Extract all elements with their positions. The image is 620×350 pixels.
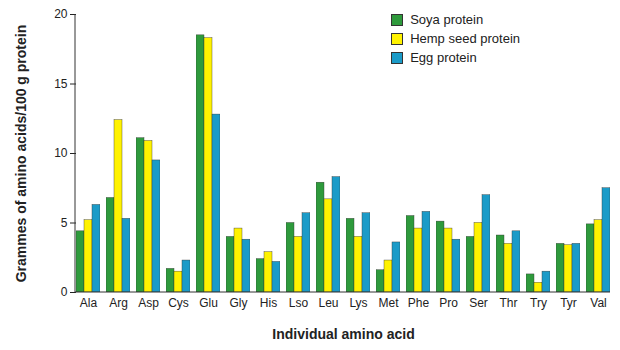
svg-text:Thr: Thr — [500, 296, 518, 310]
svg-text:Try: Try — [530, 296, 547, 310]
svg-text:Glu: Glu — [199, 296, 218, 310]
svg-text:Grammes of amino acids/100 g p: Grammes of amino acids/100 g protein — [13, 25, 29, 283]
svg-text:Asp: Asp — [138, 296, 159, 310]
svg-text:20: 20 — [54, 7, 68, 21]
svg-text:Arg: Arg — [109, 296, 128, 310]
svg-text:Lso: Lso — [289, 296, 309, 310]
svg-text:Met: Met — [378, 296, 399, 310]
svg-text:Individual amino acid: Individual amino acid — [272, 326, 414, 342]
svg-text:Leu: Leu — [318, 296, 338, 310]
svg-text:His: His — [260, 296, 277, 310]
svg-text:Pro: Pro — [439, 296, 458, 310]
svg-text:Val: Val — [590, 296, 606, 310]
svg-text:15: 15 — [54, 77, 68, 91]
svg-text:Tyr: Tyr — [560, 296, 577, 310]
html-text:Egg protein: Egg protein — [410, 50, 477, 65]
svg-text:Gly: Gly — [230, 296, 248, 310]
svg-text:Ala: Ala — [80, 296, 98, 310]
svg-text:10: 10 — [54, 146, 68, 160]
svg-text:Lys: Lys — [349, 296, 367, 310]
svg-text:5: 5 — [61, 216, 68, 230]
html-text:Hemp seed protein: Hemp seed protein — [410, 31, 520, 46]
svg-text:Ser: Ser — [469, 296, 488, 310]
svg-text:Phe: Phe — [408, 296, 430, 310]
svg-text:Cys: Cys — [168, 296, 189, 310]
html-text:Soya protein: Soya protein — [410, 12, 484, 27]
svg-text:0: 0 — [61, 285, 68, 299]
